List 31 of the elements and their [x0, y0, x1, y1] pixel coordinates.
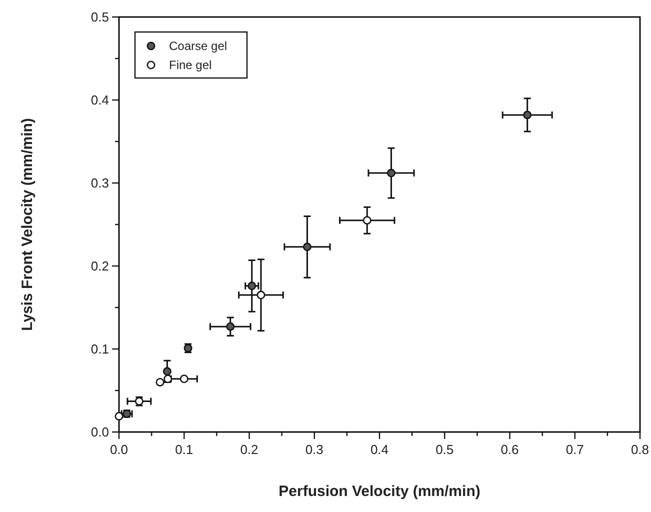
x-tick-label: 0.6: [500, 442, 519, 457]
x-tick-label: 0.4: [370, 442, 389, 457]
x-tick-label: 0.1: [175, 442, 194, 457]
x-tick-label: 0.5: [436, 442, 454, 457]
point: [256, 290, 266, 300]
y-tick-label: 0.5: [90, 10, 109, 24]
legend-label: Fine gel: [169, 58, 212, 72]
point: [386, 168, 396, 178]
x-tick-label: 0.0: [110, 442, 128, 457]
x-axis-title: Perfusion Velocity (mm/min): [278, 483, 480, 500]
legend-label: Coarse gel: [169, 39, 228, 53]
y-axis-title: Lysis Front Velocity (mm/min): [19, 118, 36, 331]
x-tick-label: 0.3: [305, 442, 324, 457]
point: [156, 378, 164, 386]
point: [180, 374, 188, 384]
point: [248, 282, 256, 290]
point: [114, 412, 124, 420]
point: [302, 242, 312, 252]
y-tick-label: 0.1: [90, 342, 109, 356]
x-tick-label: 0.2: [240, 442, 258, 457]
point: [164, 374, 172, 384]
point: [226, 322, 235, 331]
y-tick-label: 0.4: [90, 92, 109, 108]
y-tick-label: 0.0: [90, 424, 109, 440]
point: [362, 216, 372, 225]
point: [162, 367, 172, 376]
x-tick-label: 0.7: [566, 442, 584, 457]
x-tick-label: 0.8: [630, 442, 650, 457]
y-tick-label: 0.2: [90, 258, 109, 274]
point: [523, 110, 532, 120]
y-tick-label: 0.3: [90, 176, 109, 190]
